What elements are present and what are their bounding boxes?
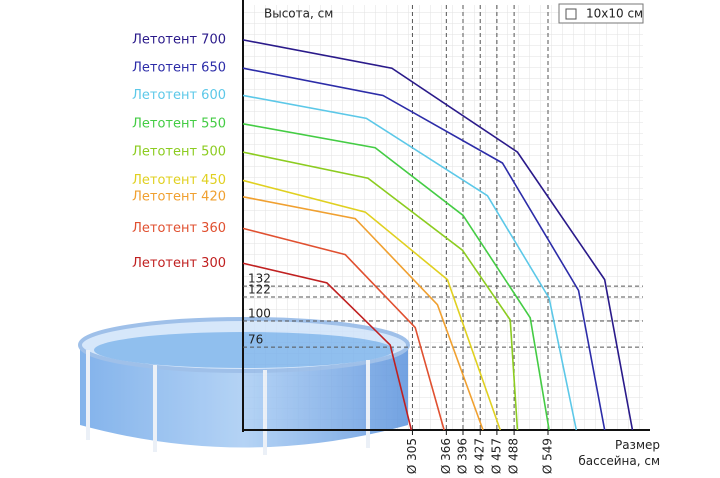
series-line (242, 94, 578, 431)
x-axis-label-box: Размер бассейна, см (578, 438, 660, 468)
y-tick-label: 76 (248, 333, 263, 347)
x-tick-label: Ø 396 (456, 438, 470, 474)
grid-legend-label: 10x10 см (586, 7, 643, 21)
x-tick-label: Ø 488 (507, 438, 521, 474)
y-tick-label: 122 (248, 283, 271, 297)
legend-label: Летотент 650 (132, 61, 226, 76)
series-line (242, 39, 634, 431)
y-tick-label: 100 (248, 307, 271, 321)
y-tick-label: 132 (248, 272, 271, 286)
x-tick-label: Ø 457 (489, 438, 503, 474)
grid-legend-icon (565, 8, 577, 20)
grid-legend-box (558, 3, 644, 24)
legend-label: Летотент 450 (132, 173, 226, 188)
x-axis-label: Размер бассейна, см (578, 438, 660, 468)
series-line (242, 179, 501, 431)
series-line (242, 227, 445, 431)
series-line (242, 262, 413, 431)
legend-label: Летотент 700 (132, 32, 226, 47)
legend-label: Летотент 600 (132, 88, 226, 103)
legend-label: Летотент 300 (132, 256, 226, 271)
x-tick-label: Ø 305 (405, 438, 419, 474)
series-line (242, 122, 550, 431)
series-line (242, 196, 484, 431)
x-tick-label: Ø 366 (439, 438, 453, 474)
legend-label: Летотент 360 (132, 221, 226, 236)
series-line (242, 151, 519, 431)
x-tick-label: Ø 549 (541, 438, 555, 474)
legend-label: Летотент 550 (132, 116, 226, 131)
y-axis-label: Высота, см (264, 7, 333, 21)
x-tick-label: Ø 427 (473, 438, 487, 474)
legend-label: Летотент 420 (132, 189, 226, 204)
series-line (242, 67, 606, 431)
legend-label: Летотент 500 (132, 145, 226, 160)
